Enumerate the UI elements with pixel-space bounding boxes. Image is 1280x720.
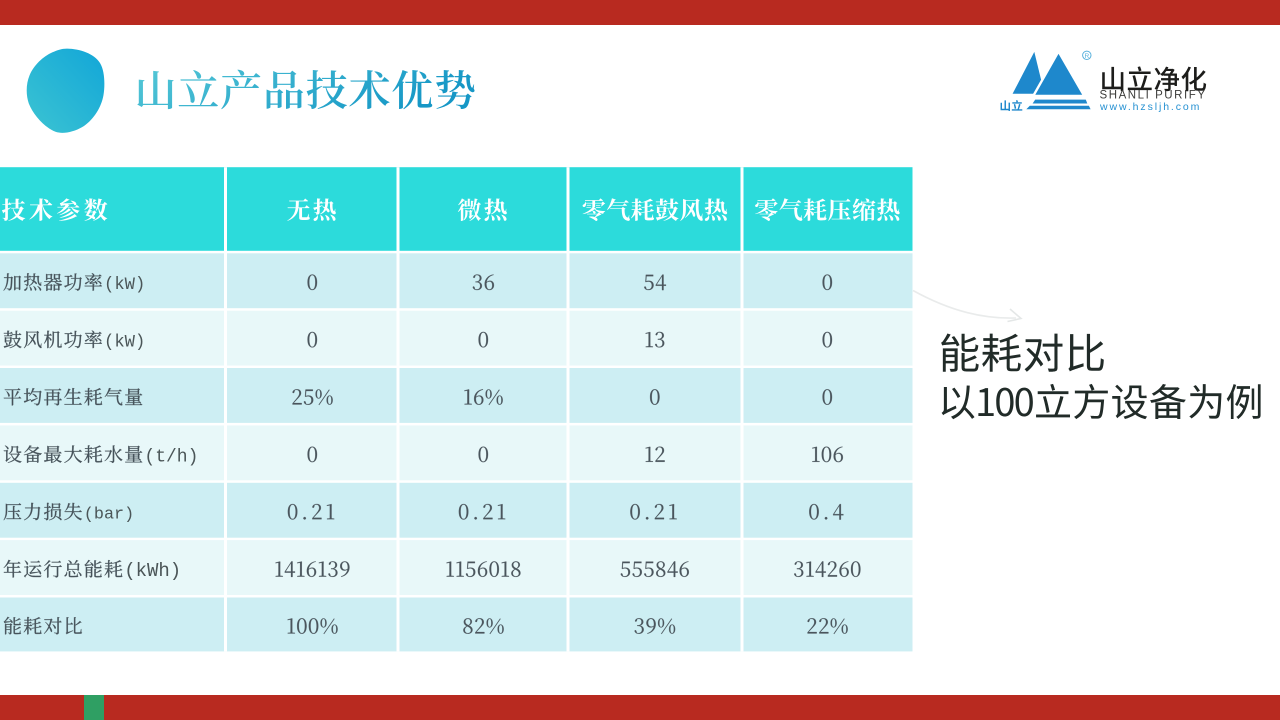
svg-text:SHANLI PURIFY: SHANLI PURIFY [1100,90,1207,102]
svg-text:(kWh): (kWh) [124,560,181,582]
svg-text:(kW): (kW) [104,334,145,353]
svg-text:(bar): (bar) [84,506,134,525]
svg-text:(kW): (kW) [104,276,145,295]
svg-text:R: R [1084,53,1089,60]
svg-text:(t/h): (t/h) [144,447,198,467]
svg-text:www.hzsljh.com: www.hzsljh.com [1099,101,1201,113]
